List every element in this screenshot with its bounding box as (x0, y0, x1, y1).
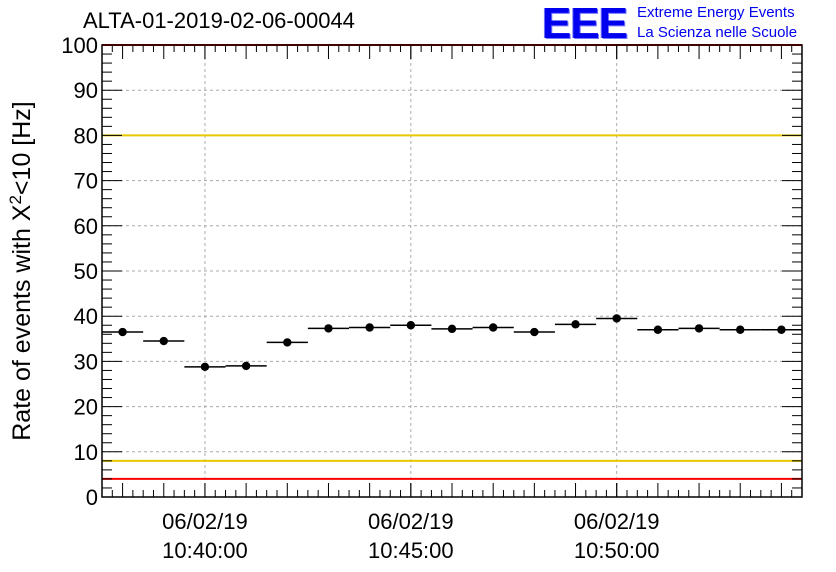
y-axis-label-sup: 2 (6, 195, 25, 204)
x-tick-date-label: 06/02/19 (574, 509, 660, 534)
data-point (571, 320, 580, 329)
logo-caption-line1: Extreme Energy Events (637, 4, 795, 21)
data-point (447, 324, 457, 334)
data-point (324, 324, 333, 333)
data-point (118, 327, 127, 337)
y-tick-label: 100 (61, 33, 98, 58)
y-tick-label: 80 (74, 123, 98, 148)
chart-title: ALTA-01-2019-02-06-00044 (83, 8, 355, 33)
y-tick-label: 30 (74, 349, 98, 374)
plot-frame (101, 44, 803, 498)
x-tick-date-label: 06/02/19 (368, 509, 454, 534)
y-tick-label: 0 (86, 485, 98, 510)
y-tick-label: 20 (74, 395, 98, 420)
reference-lines (102, 44, 802, 480)
y-tick-label: 70 (74, 169, 98, 194)
data-point (488, 323, 498, 332)
data-point (406, 321, 416, 330)
data-point (159, 336, 168, 346)
grid-lines (102, 45, 802, 497)
data-point (653, 325, 663, 334)
data-point (200, 362, 210, 372)
eee-logo: EEE (542, 0, 628, 48)
x-tick-date-label: 06/02/19 (162, 509, 248, 534)
y-axis-label-tail: <10 [Hz] (8, 101, 36, 195)
y-axis-label: Rate of events with X2<10 [Hz] (6, 101, 37, 441)
data-point (283, 338, 292, 347)
data-point (241, 361, 251, 371)
x-tick-time-label: 10:45:00 (368, 538, 454, 563)
logo-caption-line2: La Scienza nelle Scuole (637, 24, 798, 41)
tick-labels: 0 10 20 30 40 50 60 70 80 90 100 06/02/19 10:40:00 06… (61, 33, 659, 563)
data-point (777, 325, 786, 334)
x-tick-time-label: 10:50:00 (574, 538, 660, 563)
logo-caption: Extreme Energy Events La Scienza nelle S… (637, 3, 797, 43)
y-tick-label: 40 (74, 304, 98, 329)
y-tick-label: 90 (74, 78, 98, 103)
y-tick-label: 50 (74, 259, 98, 284)
y-axis-label-main: Rate of events with X (8, 204, 36, 441)
data-point (612, 314, 621, 323)
y-tick-label: 60 (74, 214, 98, 239)
x-tick-time-label: 10:40:00 (162, 538, 248, 563)
data-point (694, 324, 704, 333)
data-point (365, 323, 374, 332)
data-point (530, 327, 539, 337)
data-point (736, 325, 745, 334)
y-tick-label: 10 (74, 440, 98, 465)
data-points (102, 314, 802, 372)
